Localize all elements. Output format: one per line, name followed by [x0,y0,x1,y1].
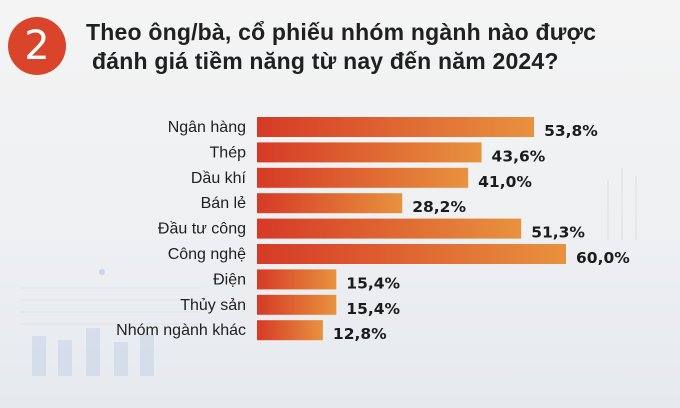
value-label: 43,6% [492,147,546,165]
category-label: Ngân hàng [168,119,246,136]
question-line-2: đánh giá tiềm năng từ nay đến năm 2024? [92,48,559,74]
bar [257,167,469,188]
bar [257,142,482,163]
bar [257,244,566,264]
question-line-1: Theo ông/bà, cổ phiếu nhóm ngành nào đượ… [86,19,597,45]
value-label: 51,3% [531,224,585,242]
bar [257,294,337,315]
category-label: Công nghệ [168,246,246,263]
value-label: 53,8% [544,122,598,140]
value-label: 15,4% [346,300,400,318]
category-label: Đầu tư công [158,221,246,238]
bar [257,269,337,290]
category-label: Thủy sản [180,297,246,314]
bar [257,193,403,214]
value-label: 28,2% [412,198,466,216]
value-label: 41,0% [478,173,532,191]
value-label: 60,0% [576,249,630,267]
category-label: Bán lẻ [201,195,246,212]
category-label: Nhóm ngành khác [116,322,246,339]
question-title: Theo ông/bà, cổ phiếu nhóm ngành nào đượ… [86,18,671,76]
bar [257,117,535,137]
category-label: Thép [210,144,247,161]
bar [257,218,522,239]
bar [257,320,323,341]
category-label: Điện [213,271,246,288]
question-number-badge: 2 [8,17,66,75]
category-label: Dầu khí [191,170,247,187]
value-label: 15,4% [346,274,400,292]
value-label: 12,8% [333,325,387,343]
